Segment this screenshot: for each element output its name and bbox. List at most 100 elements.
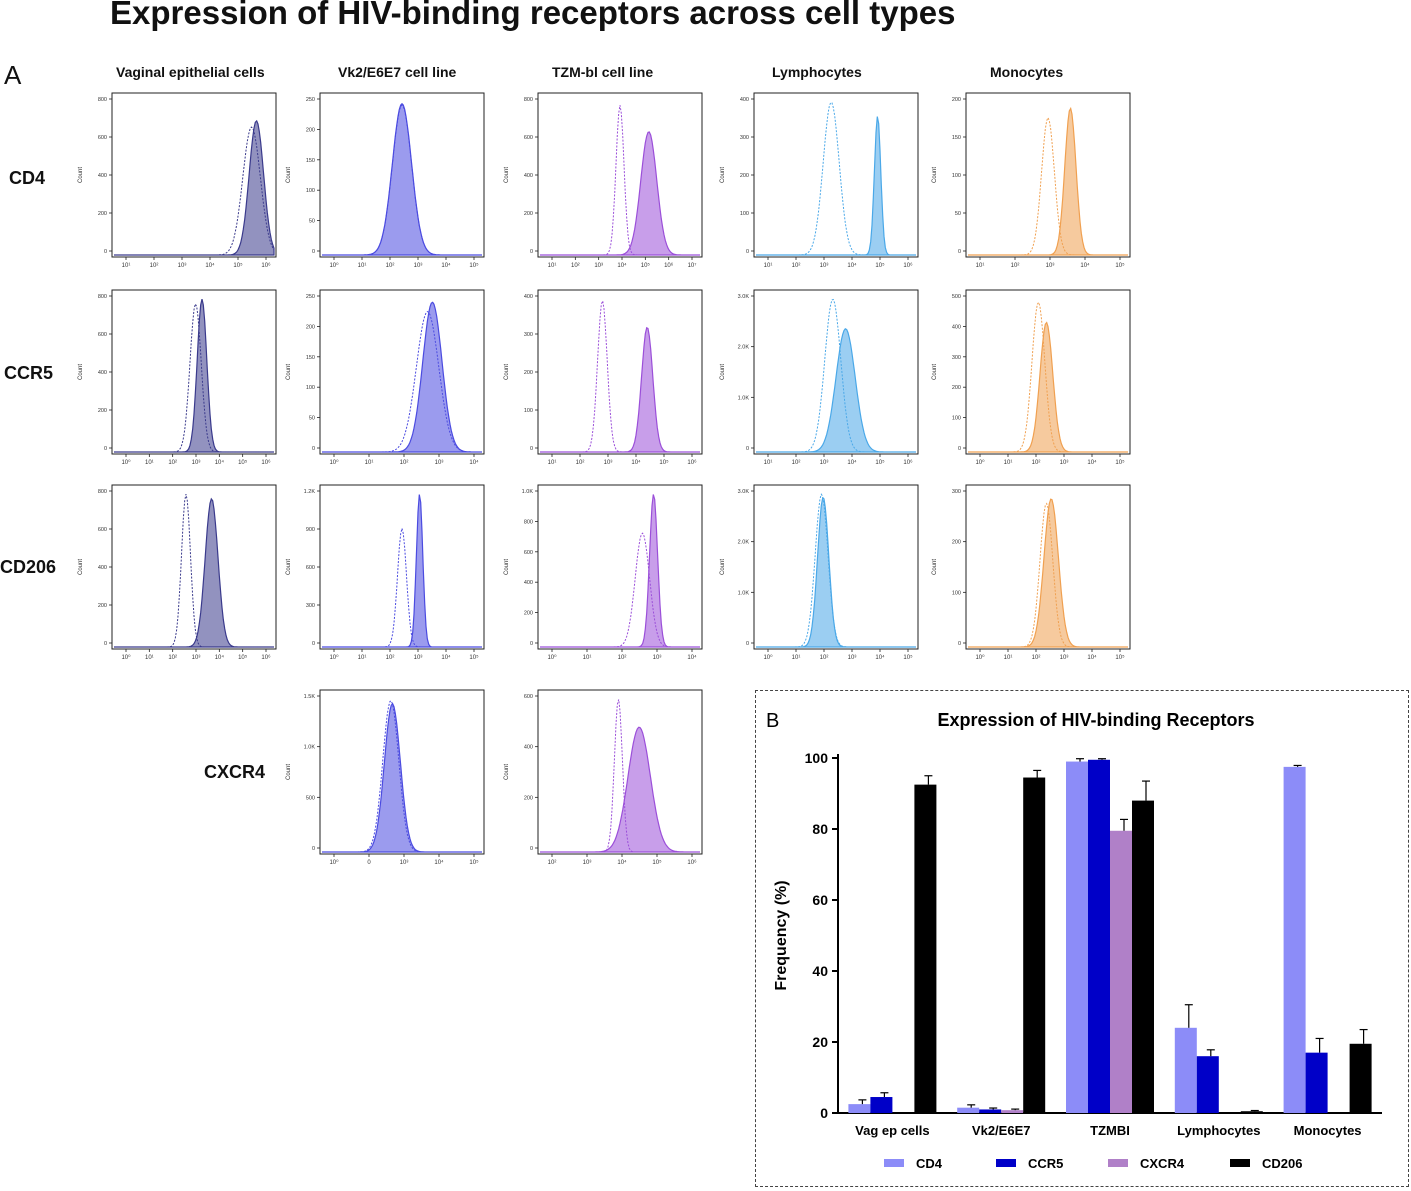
legend-item-cxcr4: CXCR4 [1108, 1156, 1185, 1171]
x-tick-label: 10² [792, 263, 801, 269]
y-tick-label: 400 [524, 173, 533, 179]
histogram-frame [753, 92, 919, 258]
y-tick-label: 0 [104, 641, 107, 647]
x-tick-label: 10⁴ [441, 262, 451, 269]
x-tick-label: 10² [1032, 460, 1041, 466]
y-tick-label: 0 [104, 249, 107, 255]
isotype-control-histogram [540, 532, 700, 648]
y-tick-label: 800 [524, 97, 533, 103]
bar-cd206-3 [1132, 800, 1154, 1113]
category-label-monocytes: Monocytes [1294, 1123, 1362, 1138]
legend-swatch-cd4 [884, 1159, 904, 1167]
x-tick-label: 10⁴ [847, 262, 857, 269]
y-axis-label: Count [504, 167, 510, 183]
y-axis-label: Count [78, 559, 84, 575]
histogram-cd4-2: 250 200 150 100 50 0 10⁰ 10¹ 10² 10³ 10⁴ 10⁵ Count [286, 92, 485, 269]
legend-label-cd4: CD4 [916, 1156, 943, 1171]
y-tick-label: 600 [98, 527, 107, 533]
bar-ccr5-4 [1196, 1056, 1219, 1113]
y-tick-label: 0 [530, 249, 533, 255]
x-tick-label: 10³ [1060, 460, 1069, 466]
y-axis-label: Count [932, 559, 938, 575]
y-tick-label: 1.5K [304, 694, 316, 700]
x-tick-label: 10⁰ [329, 654, 339, 661]
y-tick-label: 20 [812, 1034, 828, 1050]
x-tick-label: 10⁰ [763, 654, 773, 661]
x-tick-label: 10⁴ [434, 859, 444, 866]
isotype-control-histogram [756, 101, 916, 256]
legend-label-cd206: CD206 [1262, 1156, 1302, 1171]
bar-cd206-4 [1240, 1111, 1263, 1113]
column-header-tzm-bl: TZM-bl cell line [552, 64, 654, 80]
y-tick-label: 100 [306, 188, 315, 194]
isotype-control-histogram [968, 502, 1128, 648]
y-tick-label: 200 [306, 324, 315, 330]
y-tick-label: 1.0K [522, 489, 534, 495]
y-tick-label: 2.0K [738, 540, 750, 546]
x-tick-label: 10³ [192, 655, 201, 661]
y-axis-label: Count [932, 364, 938, 380]
x-tick-label: 10⁵ [469, 859, 479, 866]
x-tick-label: 10³ [594, 263, 603, 269]
histogram-cd206-2: 1.2K 900 600 300 0 10⁰ 10¹ 10² 10³ 10⁴ 10⁵ Count [286, 484, 485, 661]
legend-label-ccr5: CCR5 [1028, 1156, 1063, 1171]
y-axis-label: Count [286, 167, 292, 183]
x-tick-label: 10³ [400, 860, 409, 866]
row-label-cxcr4: CXCR4 [204, 762, 266, 782]
histogram-cd4-5: 200 150 100 50 0 10¹ 10² 10³ 10⁴ 10⁵ Count [932, 92, 1131, 269]
y-tick-label: 300 [524, 332, 533, 338]
x-tick-label: 10⁴ [215, 459, 225, 466]
panel-a-label: A [4, 60, 22, 90]
bar-cd4-2 [957, 1107, 980, 1113]
histogram-cd4-3: 800 600 400 200 0 10¹ 10² 10³ 10⁴ 10⁵ 10⁶ 10⁷ Count [504, 92, 703, 269]
x-tick-label: 10² [168, 460, 177, 466]
x-tick-label: 10² [618, 655, 627, 661]
y-tick-label: 100 [306, 385, 315, 391]
x-tick-label: 10⁵ [875, 262, 885, 269]
isotype-control-histogram [540, 105, 700, 256]
stained-histogram [322, 494, 482, 648]
y-tick-label: 600 [98, 135, 107, 141]
y-tick-label: 600 [98, 332, 107, 338]
x-tick-label: 10² [792, 460, 801, 466]
histogram-frame [111, 484, 277, 650]
histogram-cxcr4-3: 600 400 200 0 10² 10³ 10⁴ 10⁵ 10⁶ Count [504, 689, 703, 866]
x-tick-label: 10⁵ [233, 262, 243, 269]
x-tick-label: 10³ [414, 263, 423, 269]
y-tick-label: 60 [812, 892, 828, 908]
x-tick-label: 10³ [435, 460, 444, 466]
stained-histogram [114, 497, 274, 648]
main-title: Expression of HIV-binding receptors acro… [110, 0, 956, 31]
histogram-cd206-1: 800 600 400 200 0 10⁰ 10¹ 10² 10³ 10⁴ 10⁵ 10⁶ Count [78, 484, 277, 661]
y-tick-label: 600 [306, 565, 315, 571]
histogram-frame [537, 92, 703, 258]
y-axis-label: Count [286, 764, 292, 780]
y-tick-label: 400 [98, 370, 107, 376]
y-tick-label: 400 [98, 565, 107, 571]
x-tick-label: 10³ [1046, 263, 1055, 269]
y-tick-label: 800 [524, 519, 533, 525]
y-tick-label: 200 [98, 408, 107, 414]
x-tick-label: 10⁶ [687, 859, 697, 866]
x-tick-label: 10⁴ [215, 654, 225, 661]
histogram-cd206-5: 300 200 100 0 10⁰ 10¹ 10² 10³ 10⁴ 10⁵ Count [932, 484, 1131, 661]
bar-ccr5-1 [870, 1097, 893, 1113]
x-tick-label: 10¹ [764, 460, 773, 466]
y-tick-label: 0 [746, 446, 749, 452]
x-tick-label: 10⁰ [975, 654, 985, 661]
panel-b-label: B [766, 710, 779, 732]
y-tick-label: 300 [952, 489, 961, 495]
x-tick-label: 10⁷ [688, 262, 697, 269]
x-tick-label: 10² [576, 460, 585, 466]
histogram-ccr5-1: 800 600 400 200 0 10⁰ 10¹ 10² 10³ 10⁴ 10⁵ 10⁶ Count [78, 289, 277, 466]
x-tick-label: 10⁰ [329, 859, 339, 866]
isotype-control-histogram [322, 528, 482, 648]
y-tick-label: 500 [306, 795, 315, 801]
isotype-control-histogram [114, 302, 274, 453]
category-label-tzmbi: TZMBI [1090, 1123, 1130, 1138]
histogram-cd4-4: 400 300 200 100 0 10¹ 10² 10³ 10⁴ 10⁵ 10⁶ Count [720, 92, 919, 269]
y-tick-label: 200 [952, 540, 961, 546]
x-tick-label: 10⁵ [659, 459, 669, 466]
isotype-control-histogram [968, 116, 1128, 256]
legend-label-cxcr4: CXCR4 [1140, 1156, 1185, 1171]
